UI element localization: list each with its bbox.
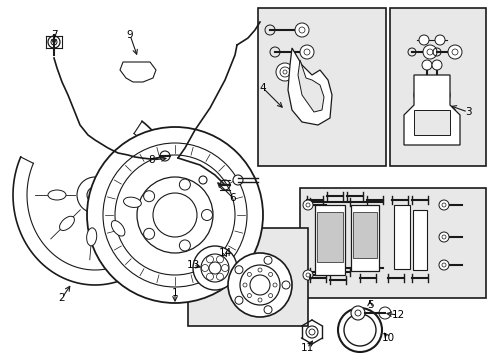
Polygon shape — [297, 60, 324, 112]
Text: 14: 14 — [218, 248, 231, 258]
Text: 10: 10 — [381, 333, 394, 343]
Circle shape — [199, 176, 206, 184]
Circle shape — [421, 60, 431, 70]
Polygon shape — [287, 48, 331, 125]
Circle shape — [232, 175, 243, 185]
Circle shape — [272, 283, 276, 287]
Ellipse shape — [123, 197, 141, 207]
Circle shape — [258, 268, 262, 272]
Circle shape — [235, 266, 243, 274]
Circle shape — [413, 85, 433, 105]
Polygon shape — [403, 75, 459, 145]
Circle shape — [227, 253, 291, 317]
Polygon shape — [412, 210, 426, 270]
Bar — [187, 228, 307, 326]
Bar — [352, 212, 376, 258]
Ellipse shape — [60, 216, 74, 230]
Circle shape — [275, 63, 293, 81]
Circle shape — [247, 273, 251, 276]
Text: 8: 8 — [148, 155, 155, 165]
Circle shape — [303, 200, 312, 210]
Circle shape — [438, 232, 448, 242]
Text: 3: 3 — [464, 107, 470, 117]
Ellipse shape — [86, 228, 97, 246]
Text: 12: 12 — [390, 310, 404, 320]
Polygon shape — [413, 110, 449, 135]
Circle shape — [247, 294, 251, 298]
Circle shape — [268, 294, 272, 298]
Circle shape — [87, 127, 263, 303]
Circle shape — [429, 85, 449, 105]
Circle shape — [268, 273, 272, 276]
Text: 6: 6 — [229, 193, 236, 203]
Ellipse shape — [111, 221, 124, 236]
Text: 11: 11 — [300, 343, 313, 353]
Polygon shape — [393, 205, 409, 269]
Circle shape — [438, 260, 448, 270]
Polygon shape — [120, 62, 156, 82]
Circle shape — [235, 296, 243, 304]
Circle shape — [243, 283, 246, 287]
Text: 7: 7 — [51, 30, 57, 40]
Circle shape — [137, 177, 213, 253]
Circle shape — [179, 240, 190, 251]
Circle shape — [193, 246, 237, 290]
Circle shape — [282, 281, 289, 289]
Polygon shape — [314, 205, 345, 275]
Circle shape — [447, 45, 461, 59]
Circle shape — [422, 45, 436, 59]
Text: 2: 2 — [59, 293, 65, 303]
Circle shape — [143, 191, 154, 202]
Circle shape — [299, 45, 313, 59]
Circle shape — [294, 23, 308, 37]
Circle shape — [431, 60, 441, 70]
Bar — [203, 176, 238, 184]
Circle shape — [288, 76, 306, 94]
Circle shape — [143, 228, 154, 239]
Text: 1: 1 — [171, 288, 178, 298]
Circle shape — [179, 179, 190, 190]
Circle shape — [350, 306, 364, 320]
Polygon shape — [350, 205, 378, 271]
Text: 13: 13 — [186, 260, 199, 270]
Text: 5: 5 — [366, 300, 372, 310]
Circle shape — [434, 35, 444, 45]
Circle shape — [264, 306, 271, 314]
Bar — [316, 212, 342, 262]
Circle shape — [438, 200, 448, 210]
Circle shape — [418, 35, 428, 45]
Text: 9: 9 — [126, 30, 133, 40]
Bar — [258, 8, 385, 166]
Circle shape — [264, 256, 271, 264]
Bar — [389, 8, 485, 166]
Circle shape — [258, 298, 262, 302]
Bar — [299, 188, 485, 298]
Circle shape — [337, 308, 381, 352]
Text: 4: 4 — [259, 83, 266, 93]
Ellipse shape — [48, 190, 66, 200]
Circle shape — [303, 270, 312, 280]
Circle shape — [201, 210, 212, 220]
